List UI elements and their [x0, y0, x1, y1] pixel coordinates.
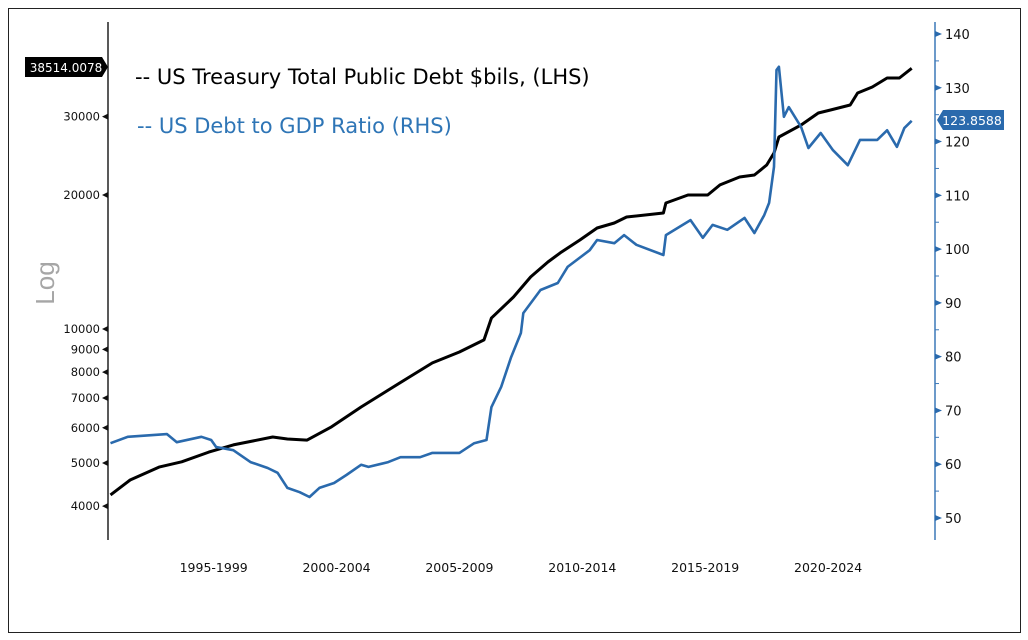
right-axis-tick-label: 130 [945, 82, 970, 97]
right-axis-tick [935, 192, 942, 199]
legend-item-debt: -- US Treasury Total Public Debt $bils, … [135, 65, 590, 89]
right-axis-tick-label: 110 [945, 189, 970, 204]
left-axis-tick [102, 192, 108, 198]
x-axis-label: 1995-1999 [180, 560, 248, 575]
left-axis-tick [102, 326, 108, 332]
left-axis: 4000 5000 6000 7000 8000 9000 10000 20000 30000 [63, 22, 109, 540]
left-axis-tick [102, 503, 108, 510]
right-axis-tick-label: 60 [945, 458, 962, 473]
right-axis-tick-label: 100 [945, 243, 970, 258]
ratio-last-value: 123.8588 [942, 113, 1002, 128]
x-axis-label: 2020-2024 [794, 560, 862, 575]
left-axis-tick-label: 6000 [71, 421, 100, 435]
right-axis-tick [935, 31, 942, 37]
right-axis-tick [935, 353, 942, 360]
legend-item-ratio: -- US Debt to GDP Ratio (RHS) [137, 114, 452, 138]
left-axis-tick [102, 113, 108, 120]
ratio-last-value-badge: 123.8588 [937, 110, 1004, 130]
left-axis-tick-label: 5000 [71, 456, 100, 470]
chart-frame [8, 8, 1021, 633]
right-axis-tick [935, 299, 942, 306]
debt-last-value-badge: 38514.0078 [25, 57, 108, 77]
left-axis-tick [102, 460, 108, 466]
x-axis: 1995-1999 2000-2004 2005-2009 2010-2014 2015… [180, 560, 863, 575]
left-axis-tick-label: 30000 [63, 110, 100, 124]
right-axis-tick [935, 461, 942, 468]
right-axis-tick [935, 407, 942, 414]
debt-last-value: 38514.0078 [30, 61, 103, 75]
right-axis-tick [935, 246, 942, 253]
x-axis-label: 2015-2019 [671, 560, 739, 575]
debt-to-gdp-series-line [110, 65, 913, 499]
legend: -- US Treasury Total Public Debt $bils, … [135, 65, 590, 138]
debt-series-line [109, 67, 913, 497]
left-axis-tick [102, 346, 108, 353]
right-axis-tick-label: 50 [945, 512, 962, 527]
right-axis: 50 60 70 80 90 100 110 120 130 140 [934, 22, 970, 540]
left-axis-tick-label: 20000 [63, 188, 100, 202]
right-axis-tick-label: 90 [945, 297, 962, 312]
right-axis-tick-label: 140 [945, 28, 970, 43]
right-axis-tick-label: 120 [945, 136, 970, 151]
x-axis-label: 2010-2014 [548, 560, 616, 575]
right-axis-tick [935, 515, 942, 521]
left-axis-tick-label: 9000 [71, 342, 100, 356]
right-axis-tick [935, 138, 942, 145]
left-axis-tick [102, 394, 108, 401]
right-axis-tick-label: 70 [945, 404, 962, 419]
left-axis-tick-label: 7000 [71, 391, 100, 405]
series-lines [109, 65, 913, 499]
left-axis-tick [102, 369, 108, 376]
right-axis-tick-label: 80 [945, 351, 962, 366]
x-axis-label: 2000-2004 [302, 560, 370, 575]
left-axis-tick-label: 10000 [63, 322, 100, 336]
left-axis-tick-label: 4000 [71, 499, 100, 513]
right-axis-tick [935, 84, 942, 91]
left-axis-title: Log [30, 261, 60, 304]
left-axis-tick-label: 8000 [71, 365, 100, 379]
x-axis-label: 2005-2009 [425, 560, 493, 575]
left-axis-tick [102, 424, 108, 431]
